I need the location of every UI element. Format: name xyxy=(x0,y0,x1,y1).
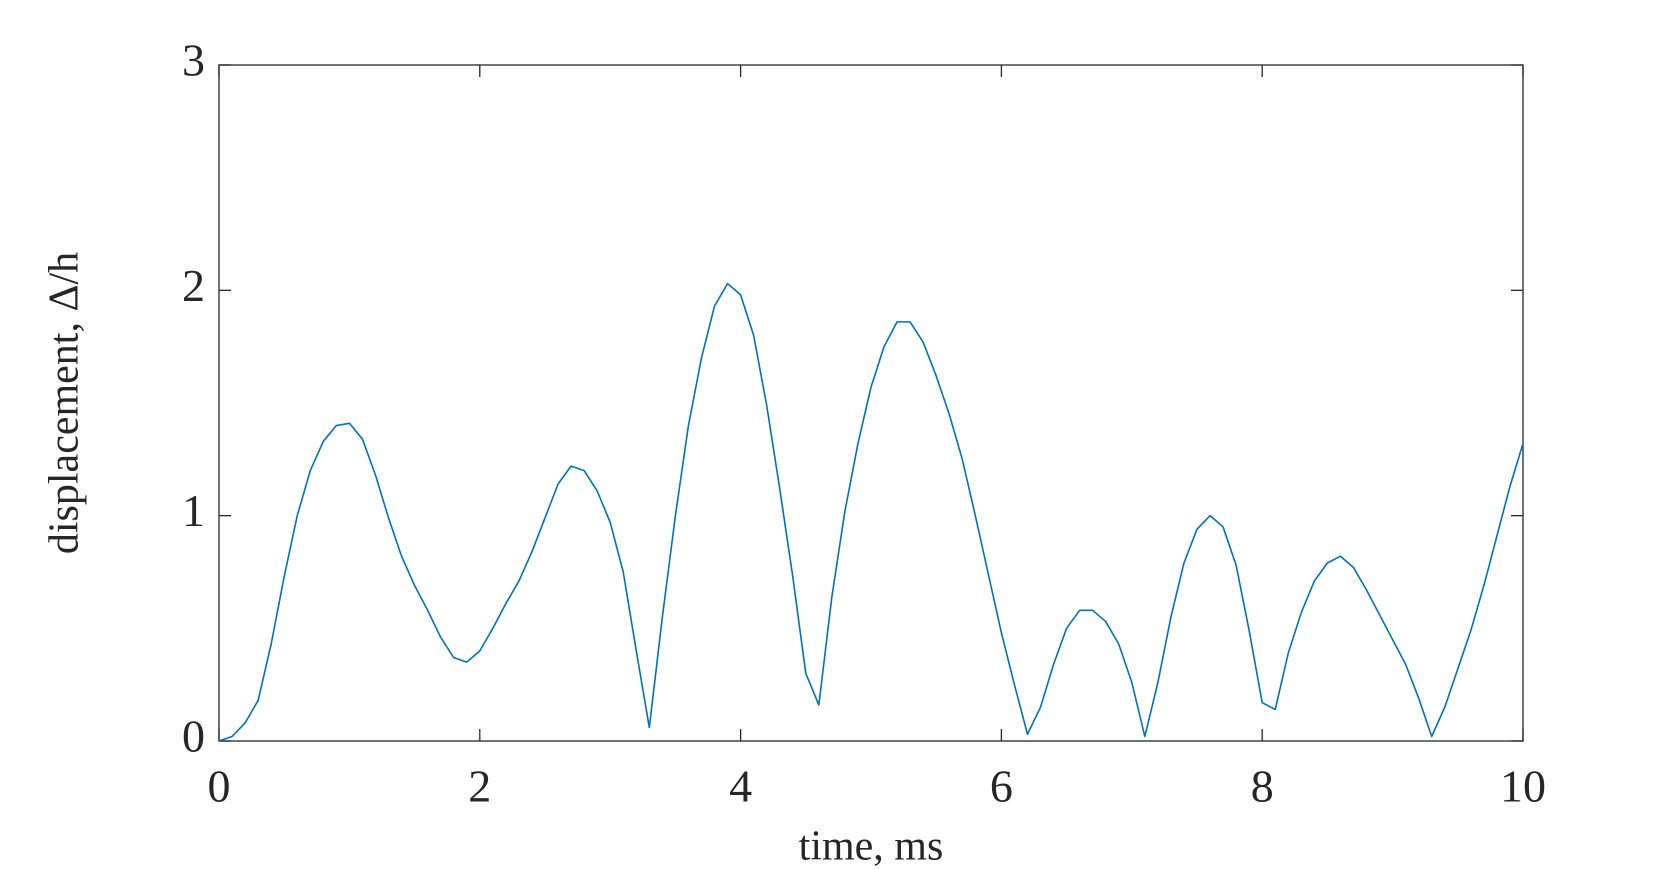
y-tick-label: 0 xyxy=(182,711,205,762)
x-tick-label: 0 xyxy=(208,761,231,812)
y-tick-label: 1 xyxy=(182,485,205,536)
x-axis-label: time, ms xyxy=(799,824,944,869)
x-tick-label: 10 xyxy=(1500,761,1546,812)
x-tick-label: 8 xyxy=(1251,761,1274,812)
x-tick-label: 4 xyxy=(729,761,752,812)
y-axis-label: displacement, Δ/h xyxy=(42,252,88,554)
y-tick-label: 3 xyxy=(182,35,205,86)
x-tick-label: 6 xyxy=(990,761,1013,812)
data-line xyxy=(218,282,1524,742)
axes-box xyxy=(218,64,1524,742)
y-tick-label: 2 xyxy=(182,260,205,311)
x-tick-label: 2 xyxy=(468,761,491,812)
